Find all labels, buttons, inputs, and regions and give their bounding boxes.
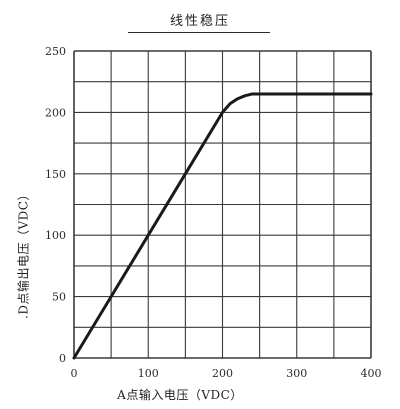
title-underline — [128, 32, 270, 33]
grid — [73, 50, 372, 359]
y-tick-label: 100 — [45, 229, 66, 242]
y-axis-label: .D点输出电压（VDC） — [16, 188, 31, 319]
x-tick-label: 0 — [71, 367, 78, 380]
x-tick-label: 100 — [138, 367, 159, 380]
tick-labels: 0 100 200 300 400 0 50 100 150 200 250 — [45, 45, 382, 380]
y-tick-label: 0 — [59, 352, 66, 365]
x-tick-label: 300 — [286, 367, 307, 380]
y-tick-label: 50 — [52, 291, 66, 304]
chart-title: 线性稳压 — [169, 14, 230, 29]
y-tick-label: 200 — [45, 106, 66, 119]
series-layer — [72, 92, 373, 360]
x-tick-label: 400 — [361, 367, 382, 380]
x-tick-label: 200 — [212, 367, 233, 380]
x-axis-label: A点输入电压（VDC） — [117, 388, 243, 402]
y-tick-label: 250 — [45, 45, 66, 58]
y-tick-label: 150 — [45, 168, 66, 181]
